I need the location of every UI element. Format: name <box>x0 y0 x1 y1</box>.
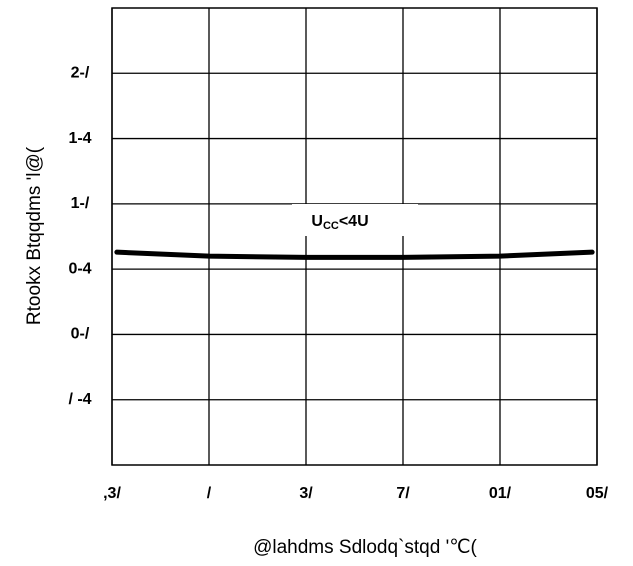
x-tick-label: 7/ <box>396 485 410 502</box>
x-tick-label: 3/ <box>299 485 313 502</box>
x-tick-label: 05/ <box>586 485 609 502</box>
annotation: UCC<4U <box>311 213 368 232</box>
y-tick-label: 2-/ <box>71 65 90 82</box>
y-tick-label: 1-/ <box>71 195 90 212</box>
data-line <box>114 249 595 260</box>
annotation-main: U <box>311 213 323 230</box>
y-tick-label: / -4 <box>68 391 91 408</box>
annotation-subscript: CC <box>323 220 339 232</box>
x-tick-label: ,3/ <box>103 485 121 502</box>
annotation-box <box>292 204 418 236</box>
y-tick-label: 0-/ <box>71 326 90 343</box>
y-axis-label: Rtookx Btqqdms 'l@( <box>24 146 45 325</box>
x-tick-label: 01/ <box>489 485 512 502</box>
y-tick-label: 1-4 <box>68 130 91 147</box>
plot-frame <box>111 7 598 466</box>
x-tick-label: / <box>207 485 212 502</box>
annotation-suffix: <4U <box>339 213 369 230</box>
x-axis-label: @lahdms Sdlodq`stqd '℃( <box>253 537 477 558</box>
y-tick-label: 0-4 <box>68 260 91 277</box>
